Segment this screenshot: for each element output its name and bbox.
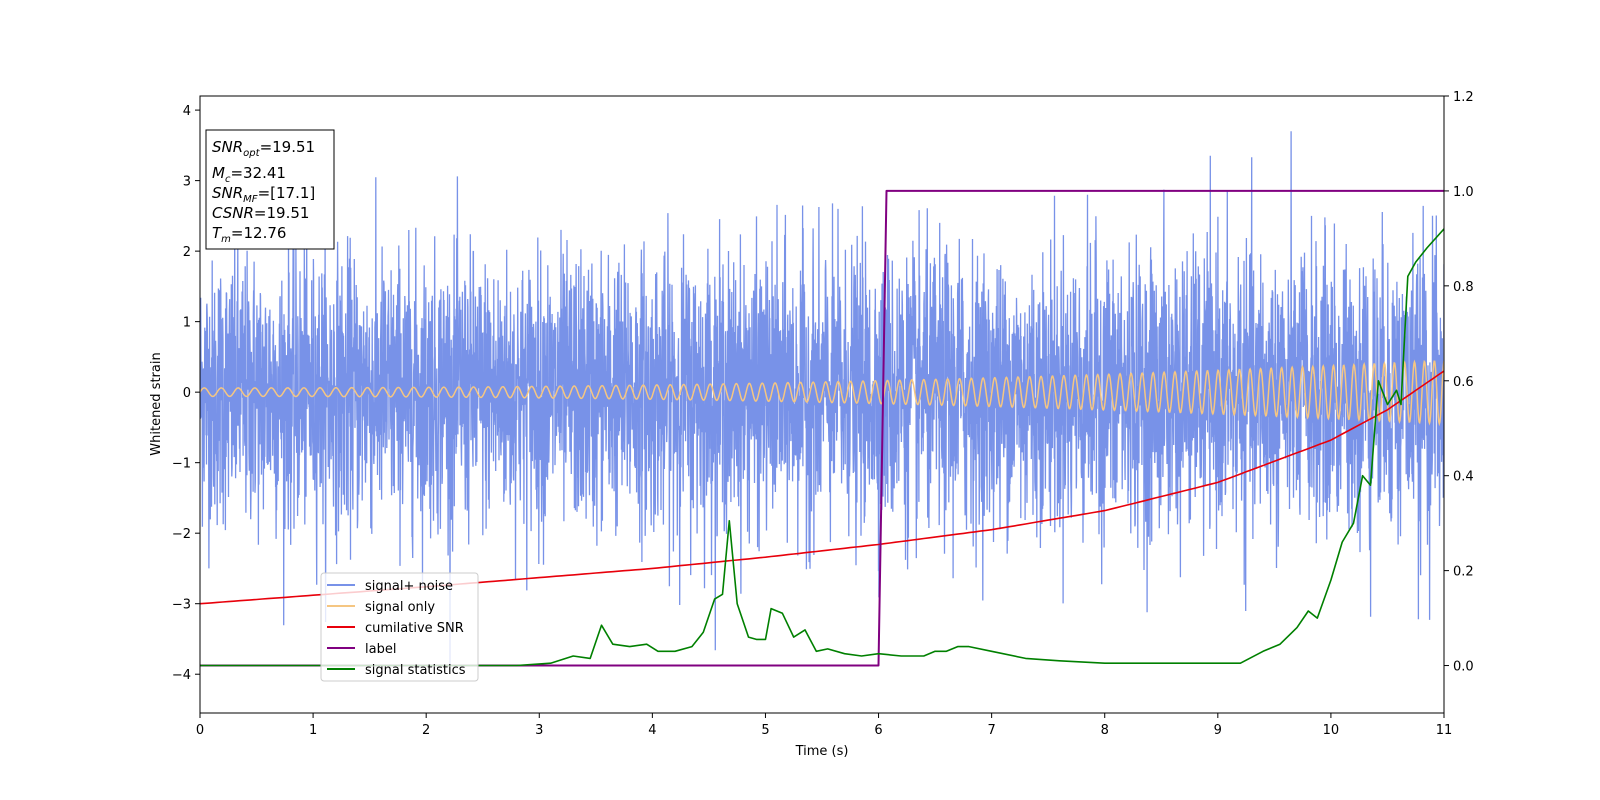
y-right-tick-label: 1.0 [1453,185,1474,200]
legend-box [320,572,479,682]
annotation-line-snr-opt: SNRopt=19.51 [212,138,315,159]
y-right-tick-label: 0.4 [1453,470,1474,485]
y-right-tick-label: 1.2 [1453,90,1474,105]
legend-label-signal-statistics: signal statistics [365,663,466,678]
y-left-tick-label: 2 [183,245,191,260]
y-left-tick-label: 0 [183,386,191,401]
legend: signal+ noise signal only cumilative SNR… [320,572,479,682]
annotation-line-tm: Tm=12.76 [212,224,286,245]
annotation-line-mc: Mc=32.41 [212,164,286,185]
x-tick-label: 7 [987,723,995,738]
y-left-tick-label: −3 [172,598,191,613]
x-axis: 0 1 2 3 4 5 6 7 8 9 10 11 [196,713,1452,738]
x-tick-label: 8 [1101,723,1109,738]
annotation-line-csnr: CSNR=19.51 [212,204,309,222]
y-left-tick-label: 4 [183,104,191,119]
y-left-tick-label: 1 [183,316,191,331]
x-tick-label: 4 [648,723,656,738]
y-right-tick-label: 0.2 [1453,565,1474,580]
annotation-line-snr-mf: SNRMF=[17.1] [212,184,315,205]
x-tick-label: 6 [874,723,882,738]
y-left-tick-label: 3 [183,175,191,190]
annotation-box: SNRopt=19.51 Mc=32.41 SNRMF=[17.1] CSNR=… [205,129,335,250]
x-tick-label: 1 [309,723,317,738]
x-axis-title: Time (s) [795,744,849,759]
legend-label-cumulative-snr: cumilative SNR [365,621,464,636]
x-tick-label: 9 [1214,723,1222,738]
y-axis-right: 0.0 0.2 0.4 0.6 0.8 1.0 1.2 [1444,90,1474,675]
legend-label-label: label [365,642,396,657]
x-tick-label: 11 [1436,723,1453,738]
y-axis-left: −4 −3 −2 −1 0 1 2 3 4 [172,104,200,683]
axes-frame [199,95,1445,714]
annotation-frame [205,129,335,250]
x-tick-label: 2 [422,723,430,738]
y-left-tick-label: −2 [172,527,191,542]
y-left-tick-label: −4 [172,668,191,683]
x-tick-label: 0 [196,723,204,738]
legend-label-signal-only: signal only [365,600,435,615]
y-right-tick-label: 0.8 [1453,280,1474,295]
y-axis-title: Whitened strain [149,352,164,455]
y-left-tick-label: −1 [172,457,191,472]
series-signal-statistics [200,228,1444,667]
x-tick-label: 10 [1323,723,1340,738]
x-tick-label: 3 [535,723,543,738]
y-right-tick-label: 0.0 [1453,660,1474,675]
x-tick-label: 5 [761,723,769,738]
y-right-tick-label: 0.6 [1453,375,1474,390]
series-signal-only [200,359,1444,427]
legend-label-signal-noise: signal+ noise [365,579,453,594]
series-label [200,189,1444,667]
